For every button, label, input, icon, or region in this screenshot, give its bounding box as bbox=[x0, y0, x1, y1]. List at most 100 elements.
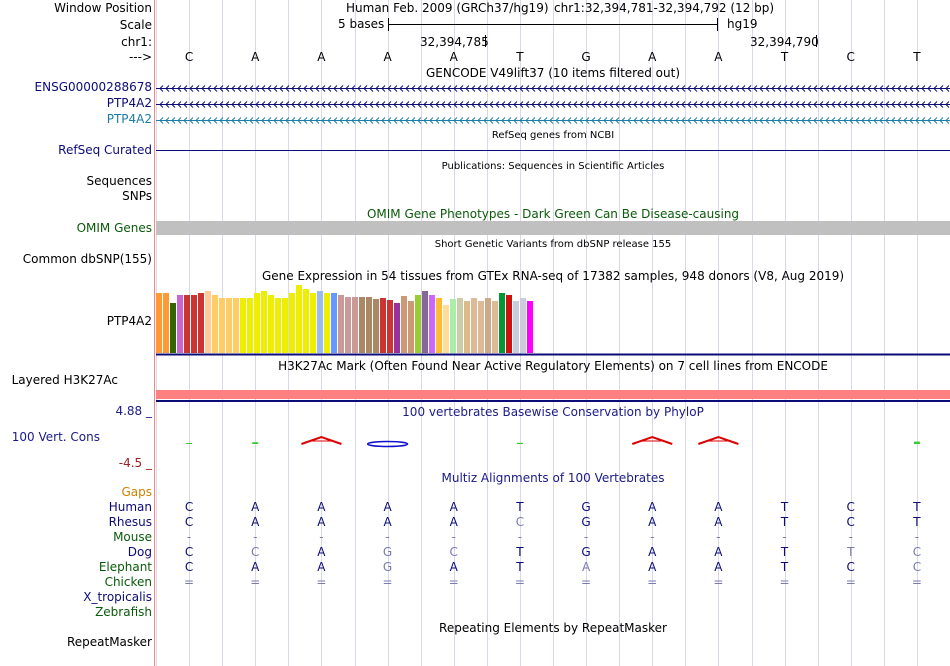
repeatmasker-track-label[interactable]: RepeatMasker bbox=[66, 635, 152, 649]
gtex-tissue-bar[interactable] bbox=[184, 295, 190, 353]
gtex-tissue-bar[interactable] bbox=[303, 289, 309, 353]
phylop-score-mark[interactable] bbox=[631, 435, 673, 445]
gtex-tissue-bar[interactable] bbox=[331, 293, 337, 353]
phylop-track-label[interactable]: 100 Vert. Cons bbox=[11, 430, 100, 444]
phylop-score-mark[interactable] bbox=[516, 442, 523, 444]
sequence-base: A bbox=[317, 50, 326, 64]
multiz-aligned-base: T bbox=[847, 545, 855, 559]
gtex-tissue-bar[interactable] bbox=[450, 299, 456, 353]
gtex-tissue-bar[interactable] bbox=[471, 298, 477, 353]
multiz-species-label[interactable]: Dog bbox=[127, 545, 152, 559]
multiz-aligned-base: C bbox=[184, 545, 194, 559]
gtex-tissue-bar[interactable] bbox=[527, 301, 533, 353]
gtex-tissue-bar[interactable] bbox=[366, 297, 372, 353]
gtex-tissue-bar[interactable] bbox=[275, 298, 281, 353]
phylop-score-mark[interactable] bbox=[913, 441, 920, 444]
gencode-item-ptp4a2[interactable]: PTP4A2 bbox=[106, 96, 152, 110]
gencode-gene-line[interactable] bbox=[156, 84, 950, 93]
phylop-score-mark[interactable] bbox=[301, 435, 342, 445]
gtex-tissue-bar[interactable] bbox=[457, 298, 463, 353]
gtex-track-label[interactable]: PTP4A2 bbox=[106, 314, 152, 328]
gtex-tissue-bar[interactable] bbox=[156, 293, 162, 353]
gtex-tissue-bar[interactable] bbox=[205, 291, 211, 353]
gtex-tissue-bar[interactable] bbox=[198, 293, 204, 353]
refseq-gene-line[interactable] bbox=[156, 150, 950, 151]
gtex-tissue-bar[interactable] bbox=[233, 298, 239, 353]
gtex-expression-chart[interactable] bbox=[156, 284, 950, 356]
gtex-tissue-bar[interactable] bbox=[401, 296, 407, 353]
multiz-species-label[interactable]: Rhesus bbox=[108, 515, 152, 529]
gtex-tissue-bar[interactable] bbox=[380, 298, 386, 353]
phylop-score-mark[interactable] bbox=[698, 435, 739, 445]
multiz-species-label[interactable]: Elephant bbox=[98, 560, 152, 574]
gtex-tissue-bar[interactable] bbox=[429, 295, 435, 353]
phylop-score-mark[interactable] bbox=[366, 440, 409, 448]
gtex-tissue-bar[interactable] bbox=[191, 295, 197, 353]
gencode-gene-line[interactable] bbox=[156, 100, 950, 109]
gtex-tissue-bar[interactable] bbox=[520, 298, 526, 353]
multiz-aligned-base: T bbox=[913, 500, 921, 514]
gtex-tissue-bar[interactable] bbox=[261, 291, 267, 353]
gtex-tissue-bar[interactable] bbox=[506, 295, 512, 353]
multiz-species-label[interactable]: Chicken bbox=[104, 575, 152, 589]
gtex-tissue-bar[interactable] bbox=[310, 293, 316, 353]
gtex-tissue-bar[interactable] bbox=[212, 295, 218, 353]
dbsnp-track-label[interactable]: Common dbSNP(155) bbox=[22, 252, 152, 266]
gtex-tissue-bar[interactable] bbox=[268, 295, 274, 353]
gencode-gene-line[interactable] bbox=[156, 116, 950, 125]
gtex-tissue-bar[interactable] bbox=[464, 301, 470, 353]
h3k27ac-signal-bar[interactable] bbox=[156, 390, 950, 399]
gtex-tissue-bar[interactable] bbox=[317, 291, 323, 353]
gtex-tissue-bar[interactable] bbox=[373, 299, 379, 353]
gtex-tissue-bar[interactable] bbox=[352, 297, 358, 353]
omim-phenotype-bar[interactable] bbox=[156, 221, 950, 235]
phylop-score-mark[interactable] bbox=[186, 443, 193, 444]
gtex-tissue-bar[interactable] bbox=[359, 297, 365, 353]
window-position-label[interactable]: Window Position bbox=[54, 1, 152, 15]
multiz-species-label[interactable]: Mouse bbox=[113, 530, 152, 544]
gencode-item-ptp4a2-alt[interactable]: PTP4A2 bbox=[106, 112, 152, 126]
gtex-tissue-bar[interactable] bbox=[499, 293, 505, 353]
multiz-species-label[interactable]: Zebrafish bbox=[95, 605, 152, 619]
phylop-score-mark[interactable] bbox=[252, 442, 259, 444]
gtex-tissue-bar[interactable] bbox=[436, 298, 442, 353]
gtex-tissue-bar[interactable] bbox=[219, 298, 225, 353]
sequence-base: A bbox=[383, 50, 392, 64]
phylop-conservation-plot[interactable] bbox=[156, 425, 950, 455]
gtex-tissue-bar[interactable] bbox=[345, 297, 351, 353]
gtex-tissue-bar[interactable] bbox=[240, 298, 246, 353]
refseq-track-label[interactable]: RefSeq Curated bbox=[58, 143, 152, 157]
gencode-item-ensg00000288678[interactable]: ENSG00000288678 bbox=[34, 80, 152, 94]
sequences-track-label[interactable]: Sequences bbox=[86, 174, 152, 188]
gtex-tissue-bar[interactable] bbox=[177, 295, 183, 353]
multiz-aligned-base: A bbox=[581, 560, 591, 574]
gtex-tissue-bar[interactable] bbox=[254, 293, 260, 353]
gtex-tissue-bar[interactable] bbox=[289, 293, 295, 353]
gtex-tissue-bar[interactable] bbox=[170, 303, 176, 353]
gtex-tissue-bar[interactable] bbox=[247, 298, 253, 353]
gtex-tissue-bar[interactable] bbox=[226, 298, 232, 353]
gtex-tissue-bar[interactable] bbox=[443, 305, 449, 353]
gtex-tissue-bar[interactable] bbox=[492, 301, 498, 353]
gtex-tissue-bar[interactable] bbox=[387, 300, 393, 353]
omim-track-label[interactable]: OMIM Genes bbox=[76, 221, 152, 235]
h3k27ac-track-label[interactable]: Layered H3K27Ac bbox=[11, 373, 118, 387]
gtex-tissue-bar[interactable] bbox=[422, 291, 428, 353]
multiz-aligned-base: - bbox=[782, 530, 787, 544]
gtex-tissue-bar[interactable] bbox=[324, 293, 330, 353]
multiz-species-label[interactable]: X_tropicalis bbox=[83, 590, 152, 604]
gtex-tissue-bar[interactable] bbox=[338, 295, 344, 353]
gtex-tissue-bar[interactable] bbox=[394, 303, 400, 353]
gtex-tissue-bar[interactable] bbox=[163, 293, 169, 353]
gtex-tissue-bar[interactable] bbox=[415, 295, 421, 353]
snps-track-label[interactable]: SNPs bbox=[122, 189, 152, 203]
multiz-aligned-base: = bbox=[316, 575, 327, 589]
multiz-species-label[interactable]: Human bbox=[108, 500, 152, 514]
gtex-tissue-bar[interactable] bbox=[513, 301, 519, 353]
gtex-tissue-bar[interactable] bbox=[296, 285, 302, 353]
gtex-tissue-bar[interactable] bbox=[485, 298, 491, 353]
gtex-tissue-bar[interactable] bbox=[478, 301, 484, 353]
gtex-tissue-bar[interactable] bbox=[282, 298, 288, 353]
gtex-tissue-bar[interactable] bbox=[408, 301, 414, 353]
